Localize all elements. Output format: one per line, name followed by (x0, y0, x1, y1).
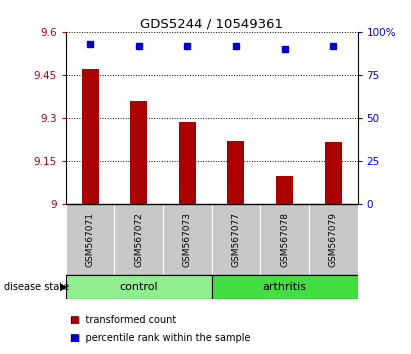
Title: GDS5244 / 10549361: GDS5244 / 10549361 (140, 18, 283, 31)
Text: GSM567071: GSM567071 (85, 212, 95, 267)
Text: GSM567077: GSM567077 (231, 212, 240, 267)
Bar (212, 275, 358, 299)
Text: ■  transformed count: ■ transformed count (70, 315, 176, 325)
Bar (325, 142, 342, 204)
Bar (260, 204, 309, 275)
Text: ▶: ▶ (60, 282, 67, 292)
Text: ■: ■ (70, 333, 79, 343)
Text: GSM567072: GSM567072 (134, 212, 143, 267)
Bar (114, 204, 163, 275)
Bar (179, 122, 196, 204)
Bar (130, 101, 147, 204)
Text: ■  percentile rank within the sample: ■ percentile rank within the sample (70, 333, 250, 343)
Text: disease state: disease state (4, 282, 69, 292)
Text: control: control (120, 282, 158, 292)
Text: ■: ■ (70, 315, 79, 325)
Bar (66, 275, 212, 299)
Bar (227, 141, 245, 204)
Text: GSM567079: GSM567079 (329, 212, 338, 267)
Bar (81, 69, 99, 204)
Bar (212, 204, 260, 275)
Bar (276, 176, 293, 204)
Text: GSM567078: GSM567078 (280, 212, 289, 267)
Bar (163, 204, 212, 275)
Text: GSM567073: GSM567073 (183, 212, 192, 267)
Bar (66, 204, 114, 275)
Text: arthritis: arthritis (263, 282, 307, 292)
Bar (309, 204, 358, 275)
